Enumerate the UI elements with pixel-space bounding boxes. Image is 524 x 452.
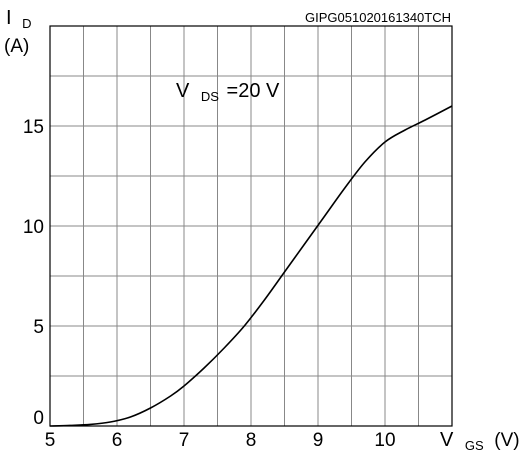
series-layer [49,105,453,427]
annotation-symbol: V [176,80,190,102]
plot-frame [49,25,453,427]
y-tick-label: 5 [33,317,44,338]
y-axis-label: I D [6,7,32,31]
y-tick-label: 0 [33,408,44,429]
annotation-value: =20 V [227,80,280,102]
x-tick-label: 10 [374,430,395,451]
x-axis-symbol: V [440,429,454,451]
x-tick-label: 5 [45,430,56,451]
y-axis-subscript: D [22,16,31,31]
x-tick-label: 7 [179,430,190,451]
y-tick-label: 10 [23,217,44,238]
y-tick-labels: 0 5 10 15 [23,117,44,429]
y-axis-unit: (A) [4,36,29,57]
figure-code: GIPG051020161340TCH [305,10,451,25]
vds-annotation: V DS =20 V [176,80,280,106]
id-vs-vgs-curve [49,105,453,427]
x-tick-label: 9 [313,430,324,451]
x-axis-unit: (V) [494,430,519,451]
x-tick-label: 6 [112,430,123,451]
y-axis-symbol: I [6,7,12,29]
y-tick-label: 15 [23,117,44,138]
x-axis-label: V GS (V) [440,429,520,452]
x-axis-subscript: GS [465,438,484,452]
grid [50,26,452,426]
annotation-subscript: DS [201,89,219,104]
x-tick-labels: 5 6 7 8 9 10 [45,430,396,451]
x-tick-label: 8 [246,430,257,451]
